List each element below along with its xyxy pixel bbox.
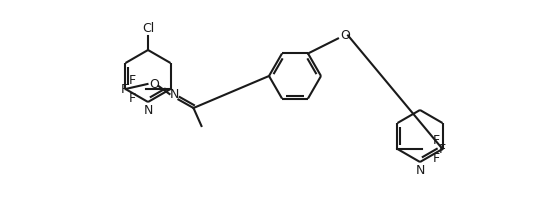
Text: F: F — [433, 151, 440, 164]
Text: N: N — [143, 103, 153, 116]
Text: N: N — [170, 88, 179, 101]
Text: N: N — [415, 164, 425, 177]
Text: F: F — [129, 91, 136, 105]
Text: O: O — [340, 29, 350, 42]
Text: F: F — [129, 73, 136, 86]
Text: F: F — [433, 134, 440, 146]
Text: Cl: Cl — [142, 22, 154, 34]
Text: F: F — [439, 142, 446, 155]
Text: O: O — [149, 78, 159, 90]
Text: F: F — [121, 82, 128, 95]
